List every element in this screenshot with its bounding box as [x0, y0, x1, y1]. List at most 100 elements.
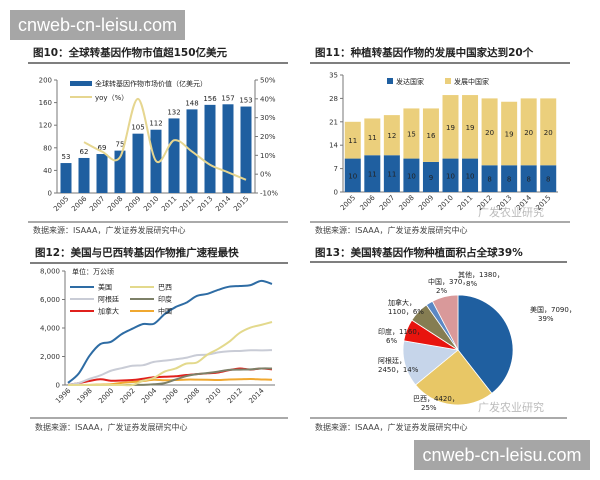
slice-label: 美国，7090， [530, 305, 576, 314]
bar-segment [540, 165, 557, 192]
x-tick-label: 2008 [398, 194, 416, 212]
slice-label: 其他，1380， [458, 270, 504, 279]
x-tick-label: 2005 [339, 194, 357, 212]
y-tick-label: 120 [39, 122, 52, 130]
x-tick-label: 2014 [247, 386, 266, 405]
x-tick-label: 2002 [119, 387, 137, 405]
y-tick-label: 7 [334, 165, 338, 173]
bar-segment [364, 118, 381, 156]
y-tick-label: 0 [56, 382, 60, 390]
bar [78, 157, 90, 193]
y-tick-label: 160 [39, 99, 52, 107]
x-tick-label: 2014 [214, 194, 233, 213]
x-tick-label: 2008 [183, 387, 201, 405]
bar-segment [442, 95, 459, 159]
y-tick-label: 200 [39, 77, 52, 85]
bar-segment [344, 158, 361, 192]
x-tick-label: 2012 [226, 387, 244, 405]
bar-value-label: 62 [80, 148, 89, 156]
x-tick-label: 1998 [76, 387, 94, 405]
pie-slice-6 [431, 294, 459, 351]
bar-value-label: 9 [429, 174, 433, 182]
wechat-watermark: 广发农业研究 [478, 205, 544, 219]
bar [222, 104, 234, 193]
legend-swatch [445, 78, 451, 84]
legend-swatch [387, 78, 393, 84]
y-tick-label: 80 [43, 144, 52, 152]
y-tick-label: 21 [329, 118, 338, 126]
bar-value-label: 53 [62, 153, 71, 161]
bar-segment [403, 158, 420, 192]
chart-13-plot: 美国，7090，39% 巴西，4420，25% 阿根廷，2450，14% 印度，116… [378, 270, 576, 412]
bar-segment [462, 158, 479, 192]
chart-13-source: 数据来源：ISAAA，广发证券发展研究中心 [315, 422, 467, 432]
bar-value-label: 153 [239, 97, 252, 105]
x-tick-label: 2013 [196, 195, 214, 213]
y-tick-label: 0 [48, 190, 52, 198]
wechat-watermark: 广发农业研究 [478, 400, 544, 414]
x-tick-label: 2006 [162, 386, 181, 405]
bar-value-label: 105 [131, 124, 144, 132]
chart-11-source: 数据来源：ISAAA，广发证券发展研究中心 [315, 225, 467, 235]
chart-10-title: 图10：全球转基因作物市值超150亿美元 [33, 46, 228, 59]
x-tick-label: 2007 [378, 194, 396, 212]
x-tick-label: 2004 [140, 386, 159, 405]
bar-value-label: 8 [507, 176, 511, 184]
y-tick-label: 4,000 [40, 325, 60, 333]
chart-11-plot: 0 7 14 21 28 35 10 11 2005 11 11 2006 11 12 2007 10 15 20… [329, 72, 558, 212]
bar [60, 163, 72, 193]
x-tick-label: 2007 [88, 195, 106, 213]
slice-label: 加拿大， [388, 298, 416, 307]
bar-value-label: 10 [466, 172, 475, 180]
bar-segment [422, 108, 439, 162]
slice-label-pct: 2% [436, 287, 447, 295]
slice-label: 中国，370， [428, 277, 469, 286]
bar-value-label: 8 [487, 176, 491, 184]
y-tick-label: 28 [329, 95, 338, 103]
bar-segment [403, 108, 420, 159]
bar-value-label: 10 [407, 172, 416, 180]
unit-label: 单位：万公顷 [72, 267, 114, 276]
bar [96, 154, 108, 193]
bar-value-label: 112 [149, 120, 162, 128]
chart-12-source: 数据来源：ISAAA，广发证券发展研究中心 [35, 422, 187, 432]
bar-value-label: 12 [387, 132, 396, 140]
y-tick-label: 35 [329, 72, 338, 80]
bar-segment [481, 98, 498, 166]
x-tick-label: 2010 [142, 195, 160, 213]
x-tick-label: 2006 [70, 194, 89, 213]
bar-value-label: 20 [485, 129, 494, 137]
legend-label: 印度 [158, 295, 172, 304]
legend-label: 中国 [158, 307, 172, 316]
y-tick-label: 20% [260, 133, 276, 141]
bar-value-label: 11 [368, 134, 377, 142]
bar-value-label: 19 [505, 131, 514, 139]
series-line-0 [67, 279, 273, 384]
bar-value-label: 19 [446, 124, 455, 132]
slice-label-pct: 1100，6% [388, 308, 424, 316]
chart-10-plot: 0 40 80 120 160 200 -10% 0% 10% 20% 30% 40% 50% 53 200… [39, 77, 279, 214]
slice-label-pct: 39% [538, 315, 554, 323]
bar [240, 106, 252, 193]
y-tick-label: 6,000 [40, 296, 60, 304]
y-tick-label: 50% [260, 77, 276, 85]
yoy-line [83, 97, 247, 181]
bar-segment [364, 155, 381, 192]
legend-label: 发达国家 [396, 77, 424, 86]
legend-label: yoy（%） [95, 94, 128, 102]
x-tick-label: 2009 [124, 195, 142, 213]
bar-value-label: 148 [185, 99, 198, 107]
bar-value-label: 20 [544, 129, 553, 137]
y-tick-label: 2,000 [40, 353, 60, 361]
bar-segment [540, 98, 557, 166]
chart-10: 图10：全球转基因作物市值超150亿美元 数据来源：ISAAA，广发证券发展研究… [28, 46, 288, 235]
bar-value-label: 156 [203, 95, 217, 103]
bar-segment [501, 101, 518, 166]
y-tick-label: 8,000 [40, 268, 60, 276]
chart-11-title: 图11：种植转基因作物的发展中国家达到20个 [315, 46, 534, 59]
x-tick-label: 2010 [437, 194, 455, 212]
x-tick-label: 2010 [204, 387, 222, 405]
y-tick-label: 30% [260, 114, 276, 122]
